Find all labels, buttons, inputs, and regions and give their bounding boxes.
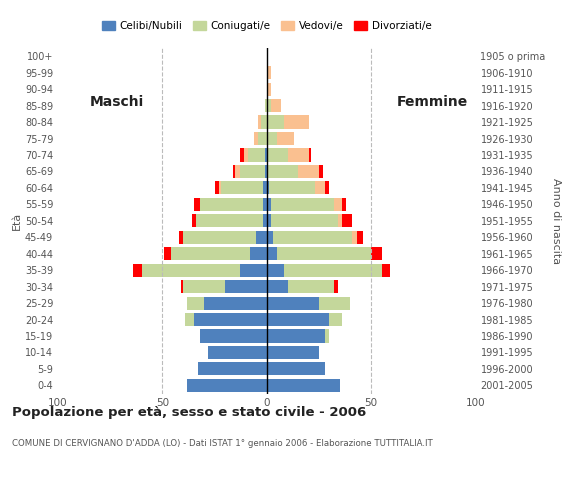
Bar [264, 165, 267, 178]
Bar [267, 346, 319, 359]
Bar [142, 264, 240, 277]
Bar [267, 329, 325, 343]
Bar [342, 198, 346, 211]
Bar [259, 116, 260, 129]
Bar [353, 231, 357, 244]
Text: Maschi: Maschi [89, 95, 144, 109]
Bar [248, 148, 264, 162]
Bar [179, 231, 183, 244]
Bar [194, 198, 200, 211]
Text: COMUNE DI CERVIGNANO D'ADDA (LO) - Dati ISTAT 1° gennaio 2006 - Elaborazione TUT: COMUNE DI CERVIGNANO D'ADDA (LO) - Dati … [12, 439, 432, 448]
Bar [329, 313, 342, 326]
Bar [187, 379, 267, 392]
Bar [371, 247, 382, 260]
Bar [133, 264, 142, 277]
Bar [334, 198, 342, 211]
Bar [208, 346, 267, 359]
Bar [309, 148, 311, 162]
Bar [271, 99, 281, 112]
Y-axis label: Anno di nascita: Anno di nascita [551, 178, 561, 264]
Bar [267, 83, 271, 96]
Bar [254, 132, 259, 145]
Bar [267, 148, 288, 162]
Bar [325, 329, 329, 343]
Bar [267, 379, 340, 392]
Bar [233, 165, 235, 178]
Bar [259, 132, 267, 145]
Legend: Celibi/Nubili, Coniugati/e, Vedovi/e, Divorziati/e: Celibi/Nubili, Coniugati/e, Vedovi/e, Di… [98, 17, 436, 36]
Bar [288, 280, 334, 293]
Bar [267, 214, 271, 228]
Bar [240, 148, 244, 162]
Bar [334, 280, 338, 293]
Bar [271, 198, 334, 211]
Bar [235, 165, 240, 178]
Bar [165, 247, 171, 260]
Bar [240, 264, 267, 277]
Bar [284, 116, 309, 129]
Bar [264, 148, 267, 162]
Bar [171, 247, 250, 260]
Bar [186, 313, 194, 326]
Bar [267, 247, 277, 260]
Bar [277, 132, 294, 145]
Bar [315, 181, 325, 194]
Bar [267, 181, 269, 194]
Bar [187, 297, 204, 310]
Bar [181, 280, 183, 293]
Bar [357, 231, 363, 244]
Bar [221, 181, 263, 194]
Text: Femmine: Femmine [396, 95, 467, 109]
Bar [263, 181, 267, 194]
Text: Popolazione per età, sesso e stato civile - 2006: Popolazione per età, sesso e stato civil… [12, 406, 366, 419]
Bar [260, 116, 267, 129]
Bar [298, 165, 319, 178]
Bar [240, 165, 264, 178]
Bar [200, 329, 267, 343]
Bar [198, 362, 267, 375]
Bar [267, 198, 271, 211]
Bar [183, 280, 225, 293]
Bar [183, 231, 256, 244]
Bar [325, 181, 329, 194]
Bar [267, 99, 271, 112]
Bar [196, 214, 263, 228]
Bar [267, 297, 319, 310]
Bar [267, 362, 325, 375]
Bar [200, 198, 263, 211]
Bar [263, 198, 267, 211]
Bar [244, 148, 248, 162]
Bar [269, 181, 315, 194]
Bar [319, 297, 350, 310]
Bar [194, 313, 267, 326]
Bar [263, 214, 267, 228]
Bar [256, 231, 267, 244]
Bar [338, 214, 342, 228]
Bar [319, 165, 323, 178]
Bar [250, 247, 267, 260]
Bar [288, 148, 309, 162]
Bar [342, 214, 353, 228]
Bar [267, 313, 329, 326]
Bar [267, 132, 277, 145]
Bar [219, 181, 221, 194]
Bar [225, 280, 267, 293]
Bar [264, 99, 267, 112]
Bar [277, 247, 371, 260]
Bar [267, 264, 284, 277]
Bar [267, 280, 288, 293]
Bar [273, 231, 353, 244]
Bar [382, 264, 390, 277]
Y-axis label: Età: Età [12, 212, 22, 230]
Bar [191, 214, 196, 228]
Bar [271, 214, 338, 228]
Bar [267, 231, 273, 244]
Bar [267, 66, 271, 79]
Bar [284, 264, 382, 277]
Bar [204, 297, 267, 310]
Bar [267, 165, 298, 178]
Bar [215, 181, 219, 194]
Bar [267, 116, 284, 129]
